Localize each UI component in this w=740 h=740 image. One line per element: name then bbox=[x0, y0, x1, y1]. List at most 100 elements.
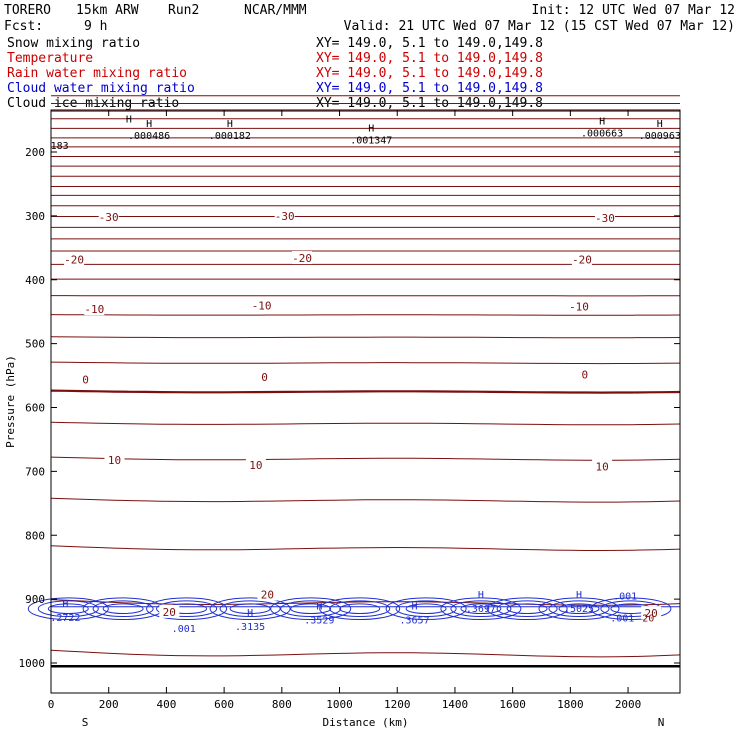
y-tick-label: 600 bbox=[25, 402, 45, 415]
x-tick-label: 400 bbox=[156, 698, 176, 711]
temp-contour-label: -10 bbox=[84, 303, 104, 316]
temp-label-bg bbox=[159, 604, 180, 618]
x-tick-label: 600 bbox=[214, 698, 234, 711]
temp-label-bg bbox=[274, 208, 295, 222]
temp-label-bg bbox=[292, 251, 313, 265]
cloud-max-marker: H bbox=[316, 602, 322, 613]
cloud-value-label: 20 bbox=[642, 614, 654, 625]
snow-max-marker: H bbox=[146, 119, 152, 130]
cloud-max-marker: H bbox=[247, 608, 253, 619]
legend-field-name: Temperature bbox=[7, 51, 93, 66]
cloud-water-contour bbox=[209, 597, 291, 621]
cloud-water-contour bbox=[290, 603, 332, 615]
cloud-water-contour bbox=[450, 600, 512, 618]
isotherm-line bbox=[50, 456, 681, 461]
cloud-water-contour bbox=[405, 603, 447, 615]
isotherm-line bbox=[50, 545, 681, 551]
isotherm-line bbox=[50, 421, 681, 426]
cloud-water-contour bbox=[37, 600, 99, 618]
temp-label-bg bbox=[574, 367, 595, 381]
cloud-water-contour bbox=[339, 603, 381, 615]
y-tick-label: 700 bbox=[25, 465, 45, 478]
cloud-water-contour bbox=[329, 600, 391, 618]
plot-frame bbox=[50, 109, 681, 694]
cloud-water-contour bbox=[486, 597, 568, 621]
y-axis-label: Pressure (hPa) bbox=[4, 355, 17, 448]
temp-label-bg bbox=[75, 372, 96, 386]
snow-max-value: .001347 bbox=[350, 135, 392, 146]
cloud-value-label: .3135 bbox=[235, 622, 265, 633]
x-tick-label: 1800 bbox=[557, 698, 584, 711]
cloud-water-contour bbox=[385, 597, 467, 621]
cloud-water-contour bbox=[229, 603, 271, 615]
run-label: Run2 bbox=[168, 3, 199, 18]
snow-max-value: .000663 bbox=[581, 128, 623, 139]
y-tick-label: 500 bbox=[25, 338, 45, 351]
snow-max-marker: H bbox=[599, 116, 605, 127]
temp-contour-label: -10 bbox=[252, 299, 272, 312]
x-tick-label: 0 bbox=[48, 698, 55, 711]
cloud-max-marker: H bbox=[478, 590, 484, 601]
legend-field-xsec: XY= 149.0, 5.1 to 149.0,149.8 bbox=[316, 36, 543, 51]
x-tick-label: 1600 bbox=[499, 698, 526, 711]
temp-label-bg bbox=[257, 587, 278, 601]
temp-contour-label: 20 bbox=[645, 607, 658, 620]
legend-field-name: Rain water mixing ratio bbox=[7, 66, 187, 81]
isotherm-line bbox=[50, 336, 681, 339]
forecast-value: 9 h bbox=[84, 19, 107, 34]
legend-field-name: Cloud water mixing ratio bbox=[7, 81, 195, 96]
cloud-max-marker: H bbox=[62, 599, 68, 610]
legend-field-xsec: XY= 149.0, 5.1 to 149.0,149.8 bbox=[316, 66, 543, 81]
cloud-value-label: .2722 bbox=[50, 613, 80, 624]
temp-label-bg bbox=[98, 210, 119, 224]
cloud-value-label: .001 bbox=[613, 591, 637, 602]
temp-label-bg bbox=[251, 298, 272, 312]
cloud-water-contour bbox=[460, 603, 502, 615]
cloud-water-contour bbox=[506, 603, 548, 615]
y-tick-label: 1000 bbox=[19, 657, 46, 670]
temp-contour-label: 0 bbox=[82, 373, 89, 386]
x-tick-label: 1000 bbox=[326, 698, 353, 711]
cloud-water-contour bbox=[558, 603, 600, 615]
cloud-max-marker: H bbox=[576, 590, 582, 601]
snow-max-value: .000182 bbox=[209, 131, 251, 142]
init-time: Init: 12 UTC Wed 07 Mar 12 bbox=[532, 3, 736, 18]
temp-label-bg bbox=[64, 252, 85, 266]
temp-contour-label: 10 bbox=[595, 460, 608, 473]
temp-label-bg bbox=[592, 459, 613, 473]
cloud-water-contour bbox=[47, 603, 89, 615]
x-axis-label: Distance (km) bbox=[322, 716, 408, 729]
temp-label-bg bbox=[104, 452, 125, 466]
cloud-water-contour bbox=[156, 600, 218, 618]
legend-field-xsec: XY= 149.0, 5.1 to 149.0,149.8 bbox=[316, 81, 543, 96]
snow-max-marker: H bbox=[126, 114, 132, 125]
cloud-value-label: .001 bbox=[172, 624, 196, 635]
cloud-water-contour bbox=[590, 597, 672, 621]
temp-contour-label: -20 bbox=[572, 253, 592, 266]
cloud-water-contour bbox=[440, 597, 522, 621]
y-tick-label: 900 bbox=[25, 593, 45, 606]
cloud-value-label: .3529 bbox=[304, 616, 334, 627]
isotherm-line bbox=[50, 361, 681, 365]
cloud-water-contour bbox=[92, 600, 154, 618]
y-tick-label: 200 bbox=[25, 146, 45, 159]
y-tick-label: 400 bbox=[25, 274, 45, 287]
temp-label-bg bbox=[569, 299, 590, 313]
temp-label-bg bbox=[641, 606, 662, 620]
cloud-water-contour bbox=[102, 603, 144, 615]
valid-time: Valid: 21 UTC Wed 07 Mar 12 (15 CST Wed … bbox=[344, 19, 735, 34]
forecast-label: Fcst: bbox=[4, 19, 43, 34]
center-label: NCAR/MMM bbox=[244, 3, 307, 18]
legend-field-xsec: XY= 149.0, 5.1 to 149.0,149.8 bbox=[316, 51, 543, 66]
temp-contour-label: -20 bbox=[64, 253, 84, 266]
isotherm-line bbox=[50, 497, 681, 503]
snow-max-value: 183 bbox=[51, 141, 69, 152]
temp-contour-label: -10 bbox=[569, 301, 589, 314]
isotherm-line bbox=[50, 314, 681, 316]
temp-contour-label: 0 bbox=[261, 371, 268, 384]
temp-contour-label: -30 bbox=[595, 212, 615, 225]
temp-label-bg bbox=[245, 457, 266, 471]
cloud-water-contour bbox=[270, 597, 352, 621]
snow-max-marker: H bbox=[368, 123, 374, 134]
cloud-water-contour bbox=[548, 600, 610, 618]
